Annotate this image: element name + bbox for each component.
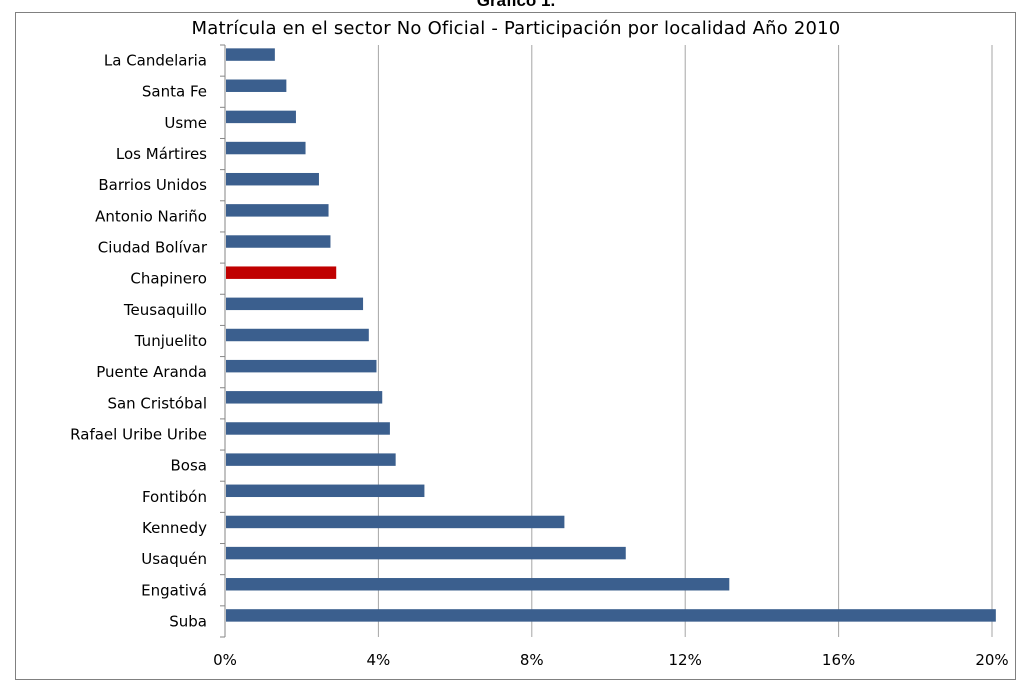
x-tick-label: 20% [975, 651, 1008, 669]
bar-5 [226, 204, 329, 217]
bar-8 [226, 297, 364, 311]
bar-10 [226, 359, 377, 373]
category-label: Kennedy [142, 519, 207, 537]
x-tick-label: 16% [822, 651, 855, 669]
bar-9 [226, 328, 369, 342]
bar-15 [226, 515, 565, 529]
category-label: Barrios Unidos [98, 176, 207, 194]
bar-17 [226, 578, 730, 591]
category-label: Puente Aranda [96, 363, 207, 381]
category-label: Suba [169, 612, 207, 630]
chart-title: Matrícula en el sector No Oficial - Part… [191, 18, 841, 39]
category-label: Antonio Nariño [95, 207, 207, 225]
bar-2 [226, 110, 296, 124]
bar-4 [226, 172, 319, 186]
bar-6 [226, 235, 331, 248]
chart-frame [15, 12, 1016, 680]
bar-0 [226, 48, 275, 61]
bar-18 [226, 609, 996, 622]
bar-16 [226, 546, 626, 560]
category-label: Tunjuelito [134, 332, 207, 350]
category-label: Usme [164, 114, 207, 132]
category-label: Santa Fe [142, 83, 207, 101]
category-label: Rafael Uribe Uribe [70, 425, 207, 443]
category-label: Los Mártires [116, 145, 207, 163]
bar-14 [226, 484, 425, 498]
x-tick-label: 8% [520, 651, 544, 669]
category-label: La Candelaria [104, 52, 207, 70]
category-label: Fontibón [142, 488, 207, 506]
x-tick-label: 0% [213, 651, 237, 669]
bar-3 [226, 141, 306, 155]
category-label: Engativá [141, 581, 207, 599]
category-label: Usaquén [141, 550, 207, 568]
category-label: San Cristóbal [107, 394, 207, 412]
bar-13 [226, 453, 396, 466]
category-label: Teusaquillo [123, 301, 207, 319]
bar-1 [226, 79, 287, 92]
category-label: Ciudad Bolívar [98, 239, 208, 257]
x-tick-label: 12% [669, 651, 702, 669]
bar-7 [226, 266, 337, 279]
category-label: Chapinero [130, 270, 207, 288]
bar-11 [226, 391, 383, 404]
figure-caption: Gráfico 1. [476, 0, 556, 10]
bar-12 [226, 422, 390, 435]
category-label: Bosa [171, 457, 207, 475]
x-tick-label: 4% [367, 651, 391, 669]
